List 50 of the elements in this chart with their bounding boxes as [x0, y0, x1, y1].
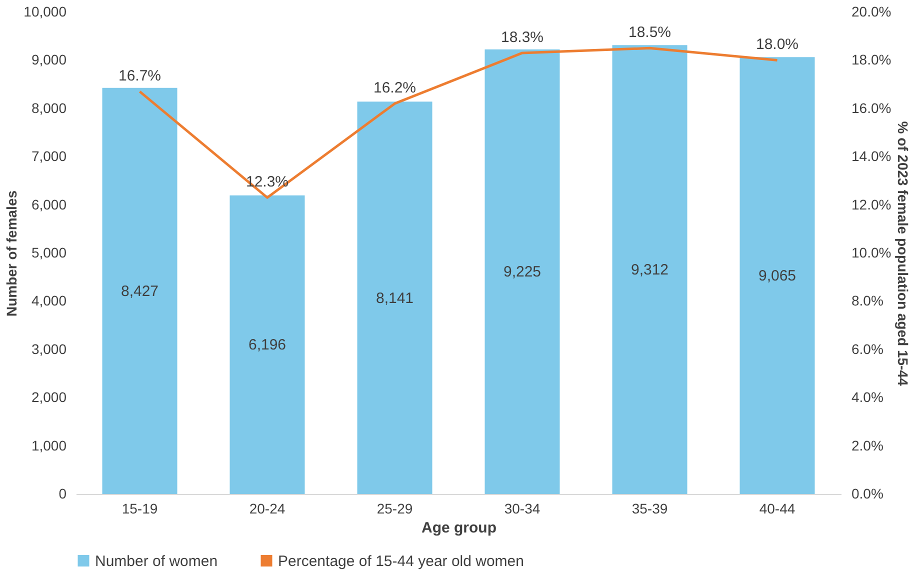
y-tick-label: 8,000 [31, 100, 67, 116]
y-tick-label: 3,000 [31, 340, 67, 357]
data-label: 16.2% [373, 80, 416, 97]
y-tick-label: 4,000 [31, 292, 67, 309]
data-label: 8,427 [120, 282, 159, 300]
y2-tick-label: 8.0% [852, 292, 884, 309]
legend-label: Number of women [95, 552, 218, 570]
bar [740, 57, 815, 494]
bar [612, 45, 688, 494]
bar [484, 49, 560, 494]
bar [102, 88, 178, 494]
y2-tick-label: 0.0% [852, 486, 884, 502]
data-label: 18.0% [756, 36, 799, 54]
legend-label: Percentage of 15-44 year old women [278, 552, 524, 570]
y2-tick-label: 10.0% [852, 244, 892, 260]
bar [357, 102, 432, 494]
y2-tick-label: 14.0% [852, 148, 892, 164]
x-tick-label: 35-39 [632, 500, 668, 516]
y2-tick-label: 12.0% [852, 196, 892, 212]
data-label: 18.5% [628, 24, 672, 42]
y-tick-label: 5,000 [31, 244, 67, 260]
data-label: 9,065 [758, 268, 796, 285]
data-label: 9,312 [630, 262, 669, 279]
y-tick-label: 9,000 [31, 52, 67, 68]
y2-tick-label: 18.0% [852, 52, 892, 68]
y2-axis-title: % of 2023 female population aged 15-44 [895, 121, 912, 386]
data-label: 6,196 [248, 336, 286, 354]
x-tick-label: 30-34 [504, 500, 540, 516]
y-tick-label: 2,000 [31, 389, 67, 406]
data-label: 16.7% [118, 68, 162, 85]
data-label: 9,225 [503, 264, 542, 281]
y2-tick-label: 6.0% [852, 340, 884, 357]
x-tick-label: 20-24 [249, 500, 286, 516]
x-axis-title: Age group [422, 520, 496, 536]
y-tick-label: 1,000 [31, 437, 67, 454]
x-tick-label: 15-19 [122, 500, 158, 516]
data-label: 18.3% [500, 28, 544, 46]
y-tick-label: 6,000 [31, 196, 67, 212]
y2-tick-label: 2.0% [852, 437, 884, 454]
y2-tick-label: 16.0% [852, 100, 892, 116]
x-tick-label: 40-44 [759, 500, 796, 516]
y2-tick-label: 20.0% [852, 4, 892, 20]
y-tick-label: 0 [58, 486, 67, 502]
y-axis-title: Number of females [4, 190, 20, 317]
y-tick-label: 10,000 [24, 4, 67, 20]
y2-tick-label: 4.0% [852, 389, 884, 406]
x-tick-label: 25-29 [376, 500, 413, 516]
y-tick-label: 7,000 [31, 148, 67, 164]
bar [230, 195, 305, 494]
data-label: 8,141 [376, 290, 414, 307]
